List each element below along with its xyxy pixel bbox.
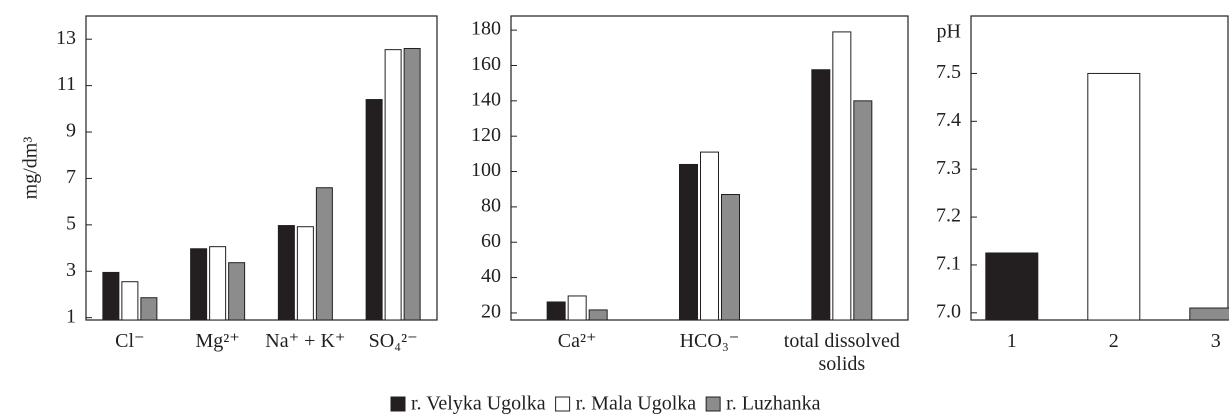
- bar: [811, 69, 831, 321]
- plot-frame: [85, 15, 438, 321]
- x-tick-label: SO₄²⁻: [368, 330, 418, 352]
- bar: [721, 194, 740, 321]
- y-tick-label: 7.5: [936, 61, 961, 83]
- legend-swatch: [555, 396, 571, 412]
- bar: [700, 151, 719, 321]
- x-tick-label: total dissolved solids: [783, 330, 900, 375]
- bar: [588, 309, 608, 321]
- bar: [365, 99, 383, 321]
- y-tick-label: 80: [481, 194, 501, 216]
- y-tick-label: 1: [66, 305, 76, 327]
- y-tick-label: 40: [481, 265, 501, 287]
- bar: [228, 262, 246, 321]
- bar: [190, 248, 208, 321]
- x-tick-label: 2: [1108, 330, 1119, 352]
- y-tick-label: 11: [57, 73, 76, 95]
- x-tick-label: 3: [1210, 330, 1221, 352]
- x-tick-label: Ca²⁺: [557, 330, 597, 352]
- y-tick-label: 7.0: [936, 300, 961, 322]
- bar: [985, 252, 1039, 321]
- x-tick-label: Mg²⁺: [195, 330, 240, 352]
- y-axis-label: pH: [937, 21, 961, 43]
- y-tick-label: 100: [471, 159, 501, 181]
- y-tick-label: 140: [471, 88, 501, 110]
- bar: [209, 246, 227, 321]
- bar: [296, 226, 314, 321]
- y-tick-label: 7.4: [936, 109, 961, 131]
- bar: [679, 163, 698, 321]
- bar: [1189, 307, 1229, 321]
- y-tick-label: 20: [481, 301, 501, 323]
- y-tick-label: 60: [481, 230, 501, 252]
- x-tick-label: Na⁺ + K⁺: [265, 330, 346, 352]
- y-tick-label: 5: [66, 212, 76, 234]
- bar: [832, 31, 852, 321]
- bar: [277, 225, 295, 321]
- bar: [121, 281, 139, 321]
- y-axis-label: mg/dm³: [20, 137, 42, 200]
- y-tick-label: 7.2: [936, 205, 961, 227]
- x-tick-label: Cl⁻: [115, 330, 145, 352]
- legend-swatch: [705, 396, 721, 412]
- legend-label: r. Luzhanka: [726, 393, 821, 415]
- y-tick-label: 120: [471, 124, 501, 146]
- bar: [546, 301, 566, 321]
- y-tick-label: 7.3: [936, 157, 961, 179]
- bar: [315, 187, 333, 321]
- y-tick-label: 7.1: [936, 253, 961, 275]
- x-tick-label: 1: [1006, 330, 1017, 352]
- legend-swatch: [390, 396, 406, 412]
- x-tick-label: HCO₃⁻: [679, 330, 740, 352]
- bar: [567, 295, 587, 321]
- y-tick-label: 3: [66, 259, 76, 281]
- bar: [403, 47, 421, 321]
- bar: [384, 49, 402, 321]
- legend-label: r. Velyka Ugolka: [411, 393, 546, 415]
- legend-label: r. Mala Ugolka: [576, 393, 697, 415]
- y-tick-label: 180: [471, 18, 501, 40]
- y-tick-label: 160: [471, 53, 501, 75]
- bar: [102, 271, 120, 321]
- y-tick-label: 13: [56, 27, 76, 49]
- bar: [140, 297, 158, 321]
- y-tick-label: 9: [66, 120, 76, 142]
- bar: [853, 100, 873, 321]
- bar: [1087, 72, 1141, 321]
- y-tick-label: 7: [66, 166, 76, 188]
